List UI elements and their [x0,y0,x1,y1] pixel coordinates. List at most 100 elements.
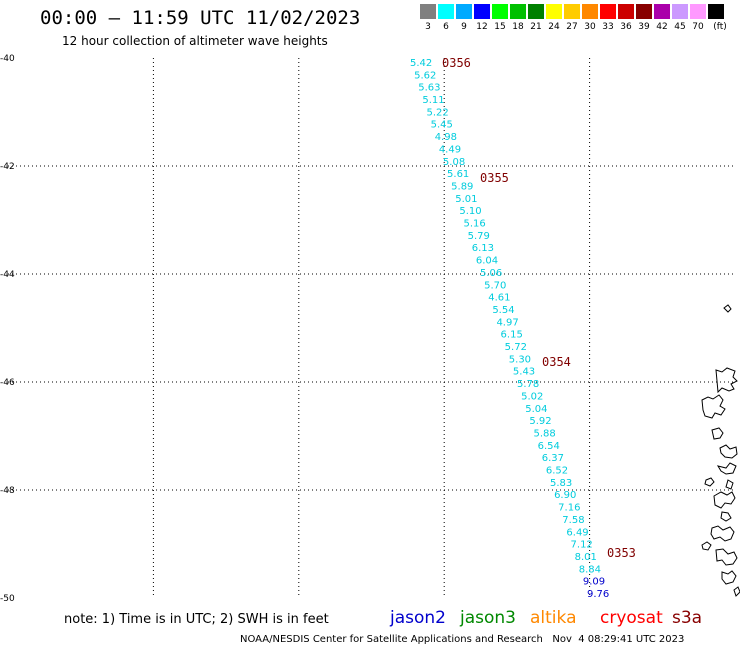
wave-height-label: 5.78 [517,379,539,390]
legend-swatch [672,4,688,19]
legend-swatch [690,4,706,19]
legend-label: 6 [443,22,449,32]
lat-label: -50 [0,594,15,604]
satellite-name-jason3: jason3 [460,608,516,628]
lat-label: -42 [0,162,15,172]
legend-swatch [654,4,670,19]
wave-height-label: 7.12 [571,540,593,551]
wave-height-label: 5.72 [505,342,527,353]
wave-height-label: 5.83 [550,478,572,489]
legend-label: 30 [584,22,596,32]
legend-swatch [420,4,436,19]
legend-swatch [456,4,472,19]
lat-label: -44 [0,270,15,280]
wave-height-label: 7.58 [562,515,584,526]
wave-height-label: 4.97 [496,317,518,328]
wave-height-label: 9.09 [583,577,605,588]
wave-height-label: 6.13 [472,243,494,254]
legend-label: 45 [674,22,686,32]
legend-label: 18 [512,22,524,32]
wave-height-label: 6.15 [501,330,523,341]
wave-height-label: 5.30 [509,354,531,365]
time-label: 0354 [542,355,571,369]
legend-swatch [438,4,454,19]
wave-height-label: 5.01 [455,194,477,205]
wave-height-label: 5.63 [418,83,440,94]
wave-height-label: 5.06 [480,268,502,279]
map-subtitle: 12 hour collection of altimeter wave hei… [62,34,328,48]
wave-height-label: 6.90 [554,490,576,501]
wave-height-label: 6.54 [538,441,560,452]
wave-height-label: 5.43 [513,367,535,378]
wave-height-label: 4.98 [435,132,457,143]
legend-swatch [510,4,526,19]
legend-label: 33 [602,22,614,32]
legend-swatch [582,4,598,19]
coastline-outline [701,304,740,597]
wave-height-label: 6.49 [566,527,588,538]
legend-label: 24 [548,22,560,32]
wave-height-label: 5.61 [447,169,469,180]
time-label: 0355 [480,171,509,185]
wave-height-label: 4.61 [488,293,510,304]
legend-swatch [708,4,724,19]
axis-labels: -90-87-84-81-78-75-40-42-44-46-48-50 [0,54,15,604]
legend-swatch [636,4,652,19]
satellite-name-altika: altika [530,608,577,628]
satellite-name-cryosat: cryosat [600,608,663,628]
legend-swatch [474,4,490,19]
lat-label: -40 [0,54,15,64]
wave-height-label: 5.11 [422,95,444,106]
legend-label: 70 [692,22,704,32]
wave-height-label: 5.88 [533,428,555,439]
satellite-name-s3a: s3a [672,608,703,628]
wave-height-label: 6.04 [476,256,498,267]
legend-label: 39 [638,22,650,32]
wave-height-map: -90-87-84-81-78-75-40-42-44-46-48-50 5.4… [0,54,740,604]
wave-height-label: 5.45 [431,120,453,131]
wave-height-label: 5.70 [484,280,506,291]
wave-height-label: 5.04 [525,404,547,415]
time-label: 0356 [442,56,471,70]
wave-height-label: 5.08 [443,157,465,168]
wave-height-label: 6.52 [546,466,568,477]
wave-height-label: 6.37 [542,453,564,464]
time-label: 0353 [607,546,636,560]
wave-height-label: 8.01 [575,552,597,563]
wave-height-label: 5.92 [529,416,551,427]
wave-height-label: 5.54 [492,305,514,316]
legend-label: 42 [656,22,668,32]
legend-swatch [618,4,634,19]
wave-height-label: 5.22 [426,107,448,118]
wave-height-label: 8.84 [579,564,601,575]
satellite-name-jason2: jason2 [390,608,446,628]
legend-label: 27 [566,22,578,32]
wave-height-label: 5.79 [468,231,490,242]
map-title: 00:00 — 11:59 UTC 11/02/2023 [40,7,361,29]
legend-swatch [600,4,616,19]
legend-label: 36 [620,22,632,32]
wave-height-label: 9.76 [587,589,609,600]
legend-swatch [528,4,544,19]
graticule [8,58,735,598]
altimeter-track: 5.425.62 5.635.115.22 5.454.984.49 5.085.61… [410,58,609,600]
wave-height-label: 5.02 [521,391,543,402]
legend-swatch [546,4,562,19]
wave-height-label: 7.16 [558,503,580,514]
lat-label: -48 [0,486,15,496]
legend-label: 21 [530,22,542,32]
wave-height-label: 5.62 [414,70,436,81]
legend-label: 15 [494,22,506,32]
legend-label: 12 [476,22,488,32]
wave-height-label: 5.10 [459,206,481,217]
legend-unit: (ft) [713,22,727,32]
wave-height-label: 4.49 [439,144,461,155]
wave-height-label: 5.16 [464,219,486,230]
legend-label: 3 [425,22,431,32]
footnote: note: 1) Time is in UTC; 2) SWH is in fe… [64,612,329,627]
legend-label: 9 [461,22,467,32]
wave-height-label: 5.42 [410,58,432,69]
time-labels: 0356 0355 0354 0353 [442,56,636,560]
wave-height-label: 5.89 [451,181,473,192]
legend-swatch [492,4,508,19]
